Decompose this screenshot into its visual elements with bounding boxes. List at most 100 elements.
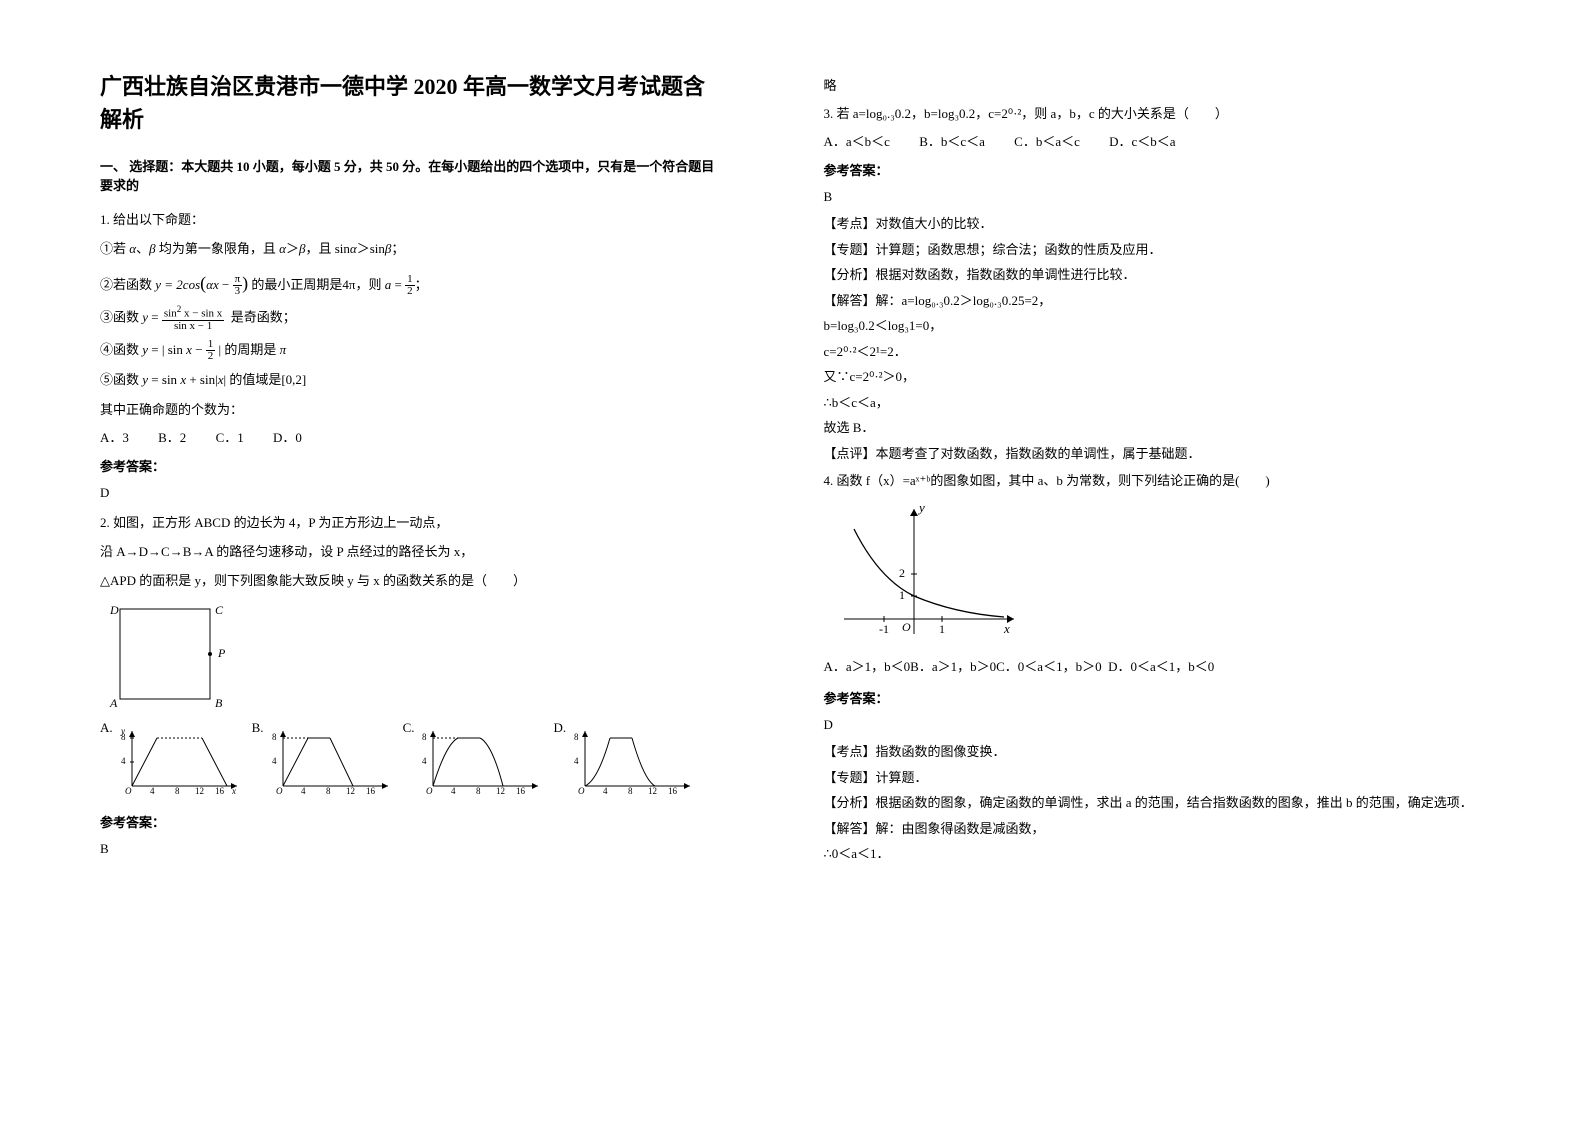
svg-text:12: 12 bbox=[195, 786, 204, 796]
q2-graph-c: 8 4 O 4 8 12 16 bbox=[418, 726, 543, 796]
q1-p4-suf: 的周期是 bbox=[224, 342, 276, 357]
q4-jd2: ∴0＜a＜1． bbox=[824, 844, 1488, 864]
q2-graph-a: 8 4 O 4 8 12 16 x y bbox=[117, 726, 242, 796]
svg-text:8: 8 bbox=[628, 786, 633, 796]
q3-options: A．a＜b＜c B．b＜c＜a C．b＜a＜c D．c＜b＜a bbox=[824, 131, 1488, 150]
q1-tail: 其中正确命题的个数为： bbox=[100, 398, 724, 421]
q3-opt-d: D．c＜b＜a bbox=[1109, 134, 1175, 149]
svg-text:2: 2 bbox=[899, 566, 905, 580]
q1-p4: ④函数 y = | sin x − 12 | 的周期是 π bbox=[100, 338, 724, 363]
q3-jd1: 【解答】解：a=log₀.₃0.2＞log₀.₃0.25=2， bbox=[824, 291, 1488, 311]
svg-text:O: O bbox=[426, 786, 433, 796]
q1-opt-c: C．1 bbox=[216, 430, 244, 445]
svg-text:C: C bbox=[215, 603, 224, 617]
q1-p2-mid: 的最小正周期是 bbox=[251, 277, 342, 292]
q3-kd: 【考点】对数值大小的比较． bbox=[824, 214, 1488, 234]
svg-text:12: 12 bbox=[648, 786, 657, 796]
svg-text:4: 4 bbox=[121, 756, 126, 766]
svg-text:P: P bbox=[217, 646, 226, 660]
q1-p5-suf: 的值域是[0,2] bbox=[229, 372, 306, 387]
svg-text:O: O bbox=[902, 620, 911, 634]
svg-text:8: 8 bbox=[175, 786, 180, 796]
svg-text:4: 4 bbox=[301, 786, 306, 796]
q2-square-diagram: D C A B P bbox=[100, 599, 250, 714]
q3-jd3: c=2⁰·²＜2¹=2． bbox=[824, 342, 1488, 362]
q1-p1: ①若 α、β 均为第一象限角，且 α＞β，且 sinα＞sinβ； bbox=[100, 237, 724, 260]
q2-opt-lbl-d: D. bbox=[553, 720, 566, 736]
svg-text:D: D bbox=[109, 603, 119, 617]
q1-p4-pre: ④函数 bbox=[100, 342, 139, 357]
q3-dp: 【点评】本题考查了对数函数，指数函数的单调性，属于基础题． bbox=[824, 444, 1488, 464]
svg-text:x: x bbox=[231, 786, 236, 796]
svg-text:8: 8 bbox=[574, 732, 579, 742]
svg-text:4: 4 bbox=[150, 786, 155, 796]
svg-text:4: 4 bbox=[451, 786, 456, 796]
q1-p2-suf: ； bbox=[415, 277, 428, 292]
svg-text:-1: -1 bbox=[879, 622, 889, 636]
q2-opt-lbl-c: C. bbox=[403, 720, 415, 736]
svg-text:16: 16 bbox=[668, 786, 678, 796]
svg-text:4: 4 bbox=[574, 756, 579, 766]
svg-text:4: 4 bbox=[422, 756, 427, 766]
q3-ans-label: 参考答案： bbox=[824, 160, 1488, 179]
q3-ans: B bbox=[824, 185, 1488, 208]
q2-stem2: 沿 A→D→C→B→A 的路径匀速移动，设 P 点经过的路径长为 x， bbox=[100, 540, 724, 563]
svg-text:12: 12 bbox=[346, 786, 355, 796]
q1-p1-suf: ； bbox=[391, 241, 404, 256]
svg-text:4: 4 bbox=[272, 756, 277, 766]
q1-p2: ②若函数 y = 2cos(αx − π3) 的最小正周期是4π，则 a = 1… bbox=[100, 267, 724, 299]
svg-text:16: 16 bbox=[366, 786, 376, 796]
q2-stem3: △APD 的面积是 y，则下列图象能大致反映 y 与 x 的函数关系的是（ ） bbox=[100, 569, 724, 592]
q3-jd6: 故选 B． bbox=[824, 418, 1488, 438]
q2-ans: B bbox=[100, 837, 724, 860]
q2-opt-lbl-b: B. bbox=[252, 720, 264, 736]
q3-stem: 3. 若 a=log₀.₃0.2，b=log₃0.2，c=2⁰·²，则 a，b，… bbox=[824, 102, 1488, 125]
svg-text:4: 4 bbox=[603, 786, 608, 796]
q1-p2-mid2: ，则 bbox=[355, 277, 381, 292]
q4-opt-d: D．0＜a＜1，b＜0 bbox=[1108, 659, 1214, 674]
q4-opts: A．a＞1，b＜0B．a＞1，b＞0C．0＜a＜1，b＞0 D．0＜a＜1，b＜… bbox=[824, 655, 1488, 678]
q1-ans-label: 参考答案： bbox=[100, 456, 724, 475]
svg-text:B: B bbox=[215, 696, 223, 710]
q1-opt-d: D．0 bbox=[273, 430, 302, 445]
q4-ans: D bbox=[824, 713, 1488, 736]
q4-jd1: 【解答】解：由图象得函数是减函数， bbox=[824, 819, 1488, 839]
q3-jd5: ∴b＜c＜a， bbox=[824, 393, 1488, 413]
q1-lead: 1. 给出以下命题： bbox=[100, 208, 724, 231]
svg-text:8: 8 bbox=[326, 786, 331, 796]
svg-text:A: A bbox=[109, 696, 118, 710]
q1-opt-a: A．3 bbox=[100, 430, 129, 445]
svg-text:O: O bbox=[276, 786, 283, 796]
page-title: 广西壮族自治区贵港市一德中学 2020 年高一数学文月考试题含解析 bbox=[100, 70, 724, 136]
q4-ans-label: 参考答案： bbox=[824, 688, 1488, 707]
q2-graph-d: 8 4 O 4 8 12 16 bbox=[570, 726, 695, 796]
q4-kd: 【考点】指数函数的图像变换． bbox=[824, 742, 1488, 762]
q2-ans-label: 参考答案： bbox=[100, 812, 724, 831]
q1-p3-pre: ③函数 bbox=[100, 309, 139, 324]
q1-p1-pre: ①若 bbox=[100, 241, 126, 256]
q1-p3: ③函数 y = sin2 x − sin xsin x − 1 是奇函数； bbox=[100, 305, 724, 332]
q3-fx: 【分析】根据对数函数，指数函数的单调性进行比较． bbox=[824, 265, 1488, 285]
svg-text:O: O bbox=[125, 786, 132, 796]
q4-stem: 4. 函数 f（x）=aˣ⁺ᵇ的图象如图，其中 a、b 为常数，则下列结论正确的… bbox=[824, 469, 1488, 492]
svg-text:8: 8 bbox=[272, 732, 277, 742]
svg-text:12: 12 bbox=[496, 786, 505, 796]
q3-jd4: 又∵c=2⁰·²＞0， bbox=[824, 367, 1488, 387]
q1-ans: D bbox=[100, 481, 724, 504]
q1-p2-pre: ②若函数 bbox=[100, 277, 152, 292]
q3-opt-a: A．a＜b＜c bbox=[824, 134, 890, 149]
q3-opt-c: C．b＜a＜c bbox=[1014, 134, 1080, 149]
q2-graph-b: 8 4 O 4 8 12 16 bbox=[268, 726, 393, 796]
svg-text:y: y bbox=[917, 500, 925, 515]
svg-text:16: 16 bbox=[215, 786, 225, 796]
q3-jd2: b=log₃0.2＜log₃1=0， bbox=[824, 316, 1488, 336]
q2-opt-lbl-a: A. bbox=[100, 720, 113, 736]
q4-opt-b: B．a＞1，b＞0 bbox=[910, 659, 996, 674]
q4-kt: 【专题】计算题． bbox=[824, 768, 1488, 788]
svg-text:16: 16 bbox=[516, 786, 526, 796]
q4-graph: y x O 1 2 -1 1 bbox=[824, 499, 1024, 649]
q4-opt-a: A．a＞1，b＜0 bbox=[824, 659, 911, 674]
q3-kt: 【专题】计算题；函数思想；综合法；函数的性质及应用． bbox=[824, 240, 1488, 260]
skip-text: 略 bbox=[824, 76, 1488, 96]
q1-p1-mid: 均为第一象限角，且 bbox=[159, 241, 276, 256]
